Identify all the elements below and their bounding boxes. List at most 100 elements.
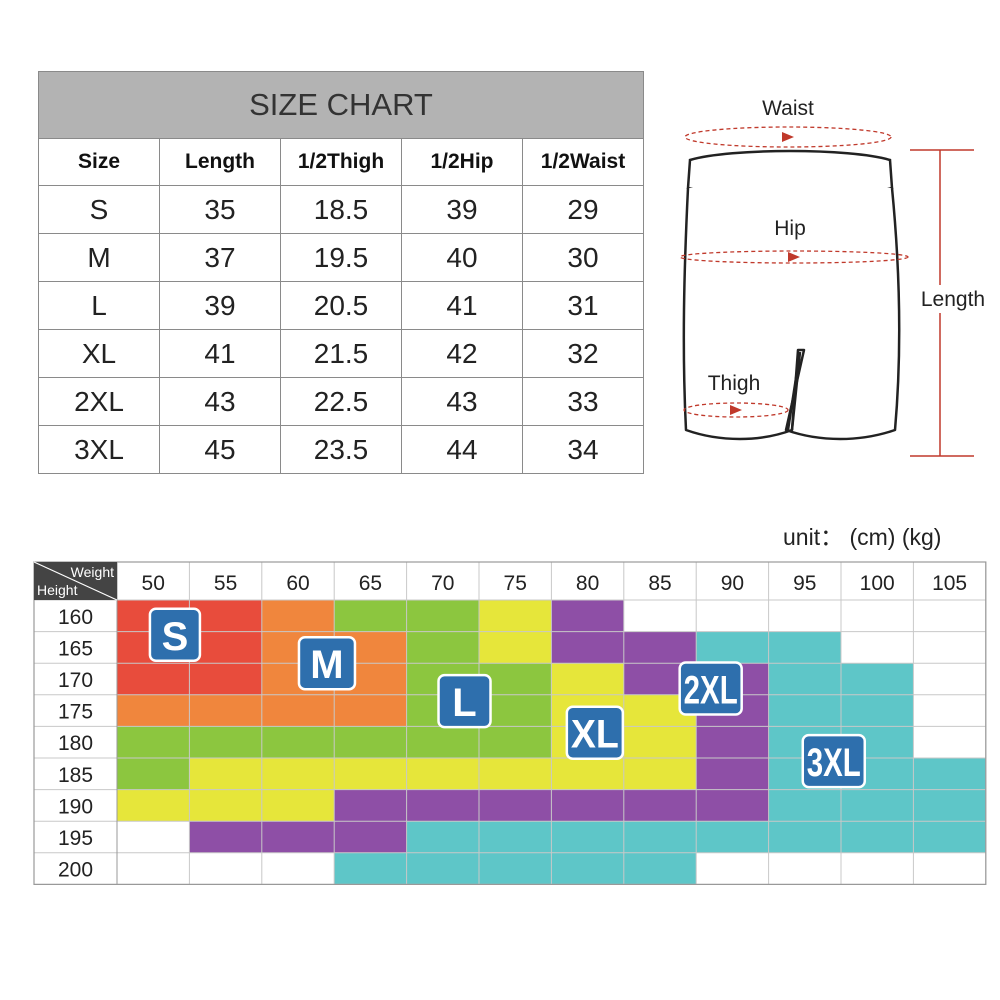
fit-cell xyxy=(696,758,769,790)
height-tick-label: 200 xyxy=(58,859,93,882)
unit-label: unit： (cm) (kg) xyxy=(783,524,942,550)
weight-tick-label: 75 xyxy=(504,572,527,595)
fit-cell xyxy=(117,852,190,885)
height-tick-label: 195 xyxy=(58,827,93,850)
cell-waist: 29 xyxy=(522,185,644,234)
waist-label: Waist xyxy=(762,97,814,120)
fit-cell xyxy=(768,600,841,632)
fit-cell xyxy=(768,631,841,664)
cell-length: 37 xyxy=(159,233,281,282)
fit-cell xyxy=(406,600,479,632)
fit-cell xyxy=(189,821,262,853)
height-tick-label: 160 xyxy=(58,606,93,629)
weight-tick-label: 90 xyxy=(721,572,744,595)
fit-cell xyxy=(551,600,624,632)
fit-cell xyxy=(551,631,624,664)
fit-cell xyxy=(841,663,914,695)
weight-tick-label: 80 xyxy=(576,572,599,595)
weight-tick-label: 100 xyxy=(860,572,895,595)
fit-cell xyxy=(768,789,841,822)
height-tick-label: 165 xyxy=(58,637,93,660)
height-tick-label: 175 xyxy=(58,701,93,724)
header-half-waist: 1/2Waist xyxy=(522,138,644,186)
shorts-inseam xyxy=(786,351,802,431)
cell-size: 2XL xyxy=(38,377,160,426)
weight-tick-label: 65 xyxy=(359,572,382,595)
fit-cell xyxy=(261,600,335,632)
fit-cell xyxy=(479,726,552,758)
fit-cell xyxy=(334,852,407,885)
size-badge-label: 2XL xyxy=(684,668,738,712)
cell-waist: 32 xyxy=(522,329,644,378)
table-row: M 37 19.5 40 30 xyxy=(38,233,644,282)
fit-cell xyxy=(261,726,335,758)
fit-size-labels: S M L XL 2XL 3XL xyxy=(148,607,867,789)
weight-tick-label: 50 xyxy=(142,572,165,595)
height-tick-label: 185 xyxy=(58,764,93,787)
fit-cell xyxy=(117,789,190,822)
fit-cell xyxy=(406,852,479,885)
fit-cell xyxy=(913,726,986,758)
fit-cell xyxy=(551,852,624,885)
cell-waist: 31 xyxy=(522,281,644,330)
fit-cell xyxy=(117,821,190,853)
fit-cell xyxy=(189,694,262,727)
cell-thigh: 23.5 xyxy=(280,425,402,474)
fit-cell xyxy=(189,631,262,664)
fit-cell xyxy=(479,852,552,885)
fit-cell xyxy=(334,758,407,790)
size-badge-label: XL xyxy=(571,713,619,757)
table-row: L 39 20.5 41 31 xyxy=(38,281,644,330)
cell-thigh: 20.5 xyxy=(280,281,402,330)
shorts-body xyxy=(682,187,901,441)
fit-cell xyxy=(334,821,407,853)
fit-cell xyxy=(551,821,624,853)
size-badge-3xl xyxy=(801,733,867,789)
height-tick-label: 170 xyxy=(58,669,93,692)
corner-weight-label: Weight xyxy=(71,564,114,580)
fit-cell xyxy=(261,821,335,853)
fit-cell xyxy=(768,821,841,853)
fit-cell xyxy=(623,631,697,664)
size-chart-title: SIZE CHART xyxy=(38,71,644,139)
fit-cell xyxy=(768,852,841,885)
table-row: XL 41 21.5 42 32 xyxy=(38,329,644,378)
fit-cell xyxy=(334,726,407,758)
fit-cell xyxy=(841,821,914,853)
fit-cell xyxy=(768,663,841,695)
waist-arrow-icon xyxy=(782,132,794,142)
hip-measure-line xyxy=(679,250,909,264)
size-badge-label: S xyxy=(162,615,189,659)
cell-waist: 34 xyxy=(522,425,644,474)
fit-cell xyxy=(913,663,986,695)
fit-cell xyxy=(334,694,407,727)
cell-thigh: 19.5 xyxy=(280,233,402,282)
size-badge-label: 3XL xyxy=(807,741,861,785)
fit-cell xyxy=(189,789,262,822)
header-length: Length xyxy=(159,138,281,186)
fit-cell xyxy=(913,694,986,727)
fit-cell xyxy=(479,789,552,822)
fit-cell xyxy=(117,663,190,695)
cell-thigh: 18.5 xyxy=(280,185,402,234)
cell-length: 43 xyxy=(159,377,281,426)
fit-cell xyxy=(551,758,624,790)
length-label-bg xyxy=(915,285,1000,313)
cell-length: 45 xyxy=(159,425,281,474)
fit-cell xyxy=(189,663,262,695)
weight-tick-label: 105 xyxy=(932,572,967,595)
size-chart-table: SIZE CHART Size Length 1/2Thigh 1/2Hip 1… xyxy=(38,71,644,474)
fit-cell xyxy=(117,694,190,727)
fit-cell xyxy=(841,694,914,727)
fit-cell xyxy=(841,600,914,632)
fit-cell xyxy=(696,852,769,885)
fit-cell xyxy=(406,789,479,822)
cell-size: 3XL xyxy=(38,425,160,474)
cell-length: 39 xyxy=(159,281,281,330)
fit-cell xyxy=(406,631,479,664)
thigh-label: Thigh xyxy=(708,372,761,395)
fit-cell xyxy=(696,821,769,853)
hip-label: Hip xyxy=(774,217,806,240)
weight-tick-label: 85 xyxy=(648,572,671,595)
fit-cell xyxy=(623,852,697,885)
